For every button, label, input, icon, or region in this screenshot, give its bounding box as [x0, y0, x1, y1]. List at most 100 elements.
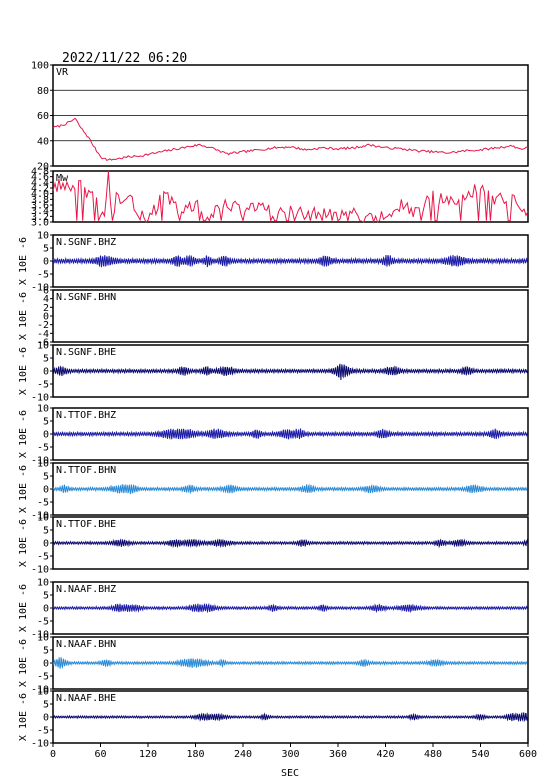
y-tick-label: 5 [43, 244, 49, 255]
panel-10: 10 5 0 -5 -10 N.NAAF.BHE X 10E -6 [18, 687, 529, 750]
panel-title: N.NAAF.BHZ [56, 584, 116, 595]
y-tick-label: 3.0 [31, 218, 49, 229]
panel-7: 10 5 0 -5 -10 N.TTOF.BHE X 10E -6 [18, 513, 529, 576]
panel-title: Mw [56, 173, 69, 184]
panel-1: 4.84.64.44.24.03.83.63.43.23.0 Mw [31, 167, 529, 229]
y-tick-label: 0 [43, 367, 49, 378]
y-axis-label: X 10E -6 [18, 693, 29, 741]
y-axis-label: X 10E -6 [18, 410, 29, 458]
y-axis-label: X 10E -6 [18, 237, 29, 285]
y-tick-label: 10 [37, 633, 49, 644]
x-axis: 0 60 120 180 240 300 360 420 480 540 600 [50, 743, 537, 760]
y-tick-label: 3.2 [31, 212, 49, 223]
y-tick-label: 80 [37, 86, 49, 97]
y-tick-label: 5 [43, 354, 49, 365]
panel-frame [52, 289, 529, 343]
x-tick-label: 60 [94, 749, 106, 760]
y-tick-label: 0 [43, 430, 49, 441]
panel-title: N.TTOF.BHZ [56, 410, 116, 421]
series-line-vr [52, 117, 529, 162]
y-tick-label: 4.6 [31, 172, 49, 183]
panel-0: 100 80 60 40 20 VR [31, 61, 529, 173]
x-tick-label: 360 [329, 749, 347, 760]
y-tick-label: -5 [37, 380, 49, 391]
y-tick-label: 100 [31, 61, 49, 72]
x-tick-label: 600 [519, 749, 537, 760]
panel-2: 10 5 0 -5 -10 N.SGNF.BHZ X 10E -6 [18, 231, 529, 294]
x-tick-label: 240 [234, 749, 252, 760]
panel-title: N.TTOF.BHN [56, 465, 116, 476]
y-tick-label: 40 [37, 136, 49, 147]
x-tick-label: 0 [50, 749, 56, 760]
panel-title: N.SGNF.BHN [56, 292, 116, 303]
y-tick-label: -5 [37, 498, 49, 509]
panel-frame [52, 170, 529, 223]
y-axis-label: X 10E -6 [18, 292, 29, 340]
y-tick-label: -10 [31, 739, 49, 750]
waveform-line [52, 711, 528, 723]
y-tick-label: 5 [43, 526, 49, 537]
y-tick-label: 10 [37, 459, 49, 470]
y-tick-label: -4 [37, 329, 49, 340]
y-tick-label: 0 [43, 485, 49, 496]
y-tick-label: 10 [37, 341, 49, 352]
panel-4: 10 5 0 -5 -10 N.SGNF.BHE X 10E -6 [18, 341, 529, 404]
x-tick-label: 480 [424, 749, 442, 760]
y-tick-label: 10 [37, 578, 49, 589]
y-tick-label: 0 [43, 604, 49, 615]
y-tick-label: 0 [43, 257, 49, 268]
y-axis-label: X 10E -6 [18, 584, 29, 632]
panel-title: N.TTOF.BHE [56, 519, 116, 530]
figure-title: 2022/11/22 06:20 [62, 51, 187, 66]
panel-title: N.NAAF.BHN [56, 639, 116, 650]
x-axis-label: SEC [281, 768, 299, 779]
y-tick-label: 4.2 [31, 184, 49, 195]
x-tick-label: 180 [186, 749, 204, 760]
panel-title: N.SGNF.BHZ [56, 237, 116, 248]
waveform-line [52, 254, 528, 268]
y-tick-label: -10 [31, 685, 49, 696]
panel-8: 10 5 0 -5 -10 N.NAAF.BHZ X 10E -6 [18, 578, 529, 641]
y-tick-label: 10 [37, 404, 49, 415]
y-tick-label: 4.8 [31, 167, 49, 178]
y-tick-label: 3.6 [31, 201, 49, 212]
y-tick-label: 2 [43, 303, 49, 314]
y-tick-label: -5 [37, 672, 49, 683]
y-tick-label: 6 [43, 286, 49, 297]
waveform-line [52, 428, 528, 441]
y-tick-label: -10 [31, 283, 49, 294]
series-line-mw [52, 170, 529, 224]
panels: 10080604020VR4.84.64.44.24.03.83.63.43.2… [18, 61, 529, 750]
y-tick-label: -5 [37, 552, 49, 563]
y-tick-label: 0 [43, 539, 49, 550]
y-axis-label: X 10E -6 [18, 465, 29, 513]
panel-9: 10 5 0 -5 -10 N.NAAF.BHN X 10E -6 [18, 633, 529, 696]
y-tick-label: -10 [31, 393, 49, 404]
y-tick-label: 10 [37, 687, 49, 698]
y-tick-label: 5 [43, 591, 49, 602]
y-tick-label: -10 [31, 456, 49, 467]
y-tick-label: -5 [37, 270, 49, 281]
waveform-line [52, 538, 528, 549]
y-tick-label: 0 [43, 659, 49, 670]
y-tick-label: -5 [37, 617, 49, 628]
y-tick-label: 0 [43, 713, 49, 724]
y-tick-label: -10 [31, 565, 49, 576]
y-tick-label: 10 [37, 513, 49, 524]
x-tick-label: 420 [376, 749, 394, 760]
y-tick-label: 0 [43, 312, 49, 323]
x-tick-label: 300 [281, 749, 299, 760]
y-tick-label: 5 [43, 417, 49, 428]
y-tick-label: -5 [37, 443, 49, 454]
y-tick-label: -5 [37, 726, 49, 737]
waveform-line [52, 602, 528, 614]
x-tick-label: 120 [139, 749, 157, 760]
waveform-line [52, 483, 528, 495]
waveform-line [52, 363, 528, 381]
y-tick-label: -2 [37, 320, 49, 331]
y-axis-label: X 10E -6 [18, 639, 29, 687]
y-tick-label: -10 [31, 630, 49, 641]
waveform-line [52, 657, 528, 669]
